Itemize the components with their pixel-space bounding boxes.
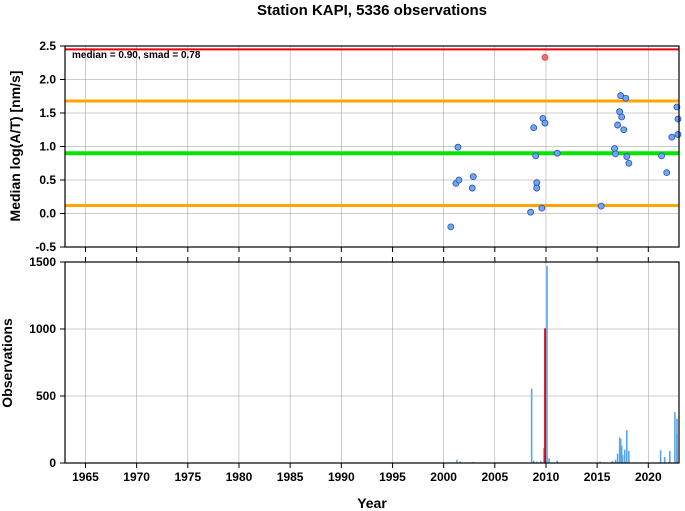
median-grid [65, 45, 679, 248]
observation-bar [619, 438, 622, 463]
observations-y-axis-title: Observations [0, 318, 15, 408]
x-tick-label: 1985 [277, 470, 304, 484]
observation-bar [540, 460, 542, 463]
median-panel: -0.5 0.0 0.5 1.0 1.5 2.0 2.5 median = 0.90, sm… [7, 39, 682, 254]
x-tick-label: 1970 [123, 470, 150, 484]
median-y-tick-label: -0.5 [35, 240, 56, 254]
median-point [612, 150, 619, 158]
observation-bar [459, 461, 461, 463]
median-point [617, 92, 625, 99]
median-y-tick-label: 2.0 [39, 73, 56, 87]
median-y-tick-label: 0.5 [39, 173, 56, 187]
median-point [663, 169, 671, 177]
observations-y-tick-label: 1500 [29, 255, 56, 269]
x-tick-label: 1995 [379, 470, 406, 484]
observation-bar [668, 450, 671, 463]
median-point [618, 113, 626, 121]
median-point [614, 121, 621, 129]
observation-bar [663, 456, 666, 463]
observations-y-tick-label: 500 [36, 389, 56, 403]
observation-bar [626, 430, 628, 463]
observation-bar [532, 460, 535, 463]
observation-bar [530, 388, 533, 463]
median-point [468, 184, 476, 192]
median-point-highlight [541, 53, 549, 61]
median-y-tick-label: 0.0 [39, 207, 56, 221]
observations-panel: 0 500 1000 1500 1965 1970 1975 1980 1985 1990 199… [0, 247, 680, 511]
median-point [658, 152, 666, 160]
observation-bar [674, 412, 676, 463]
observation-bar [620, 445, 623, 463]
x-tick-label: 1990 [328, 470, 355, 484]
observation-bar [456, 459, 458, 463]
median-point [668, 133, 676, 141]
median-point [597, 202, 605, 210]
observations-y-tick-label: 0 [49, 456, 56, 470]
observation-bar [548, 458, 550, 463]
observation-bar [599, 461, 602, 463]
median-y-tick-label: 2.5 [39, 39, 56, 53]
observation-bar [535, 461, 538, 463]
observation-bar [616, 453, 619, 463]
observation-bar [611, 460, 614, 463]
median-point [469, 173, 477, 181]
median-point [533, 184, 541, 192]
median-y-axis-title: Median log(A/T) [nm/s] [7, 71, 23, 222]
observation-bar [659, 450, 662, 463]
chart-title: Station KAPI, 5336 observations [257, 2, 487, 19]
median-y-ticks: -0.5 0.0 0.5 1.0 1.5 2.0 2.5 [35, 39, 65, 254]
median-point [447, 223, 455, 231]
x-tick-label: 1965 [72, 470, 99, 484]
median-point [674, 131, 682, 138]
observation-bar [676, 446, 678, 463]
median-point [674, 115, 682, 123]
median-point [538, 204, 546, 212]
observations-y-tick-label: 1000 [29, 322, 56, 336]
x-tick-label: 2005 [481, 470, 508, 484]
observations-grid [65, 261, 679, 464]
observation-bar [556, 460, 559, 463]
observation-bar [621, 454, 624, 463]
median-point [455, 176, 463, 184]
year-x-ticks: 1965 1970 1975 1980 1985 1990 1995 2000 2005 2010… [72, 247, 662, 484]
median-point [454, 143, 462, 151]
observation-bar [614, 459, 617, 463]
median-point [530, 124, 538, 132]
observation-bar [546, 266, 548, 463]
year-x-axis-title: Year [357, 495, 387, 511]
median-point [553, 149, 561, 157]
median-point [611, 145, 618, 152]
x-tick-label: 2000 [430, 470, 457, 484]
x-tick-label: 1980 [226, 470, 253, 484]
reference-lines [65, 48, 679, 207]
median-point [623, 153, 631, 160]
median-points [447, 53, 682, 231]
observation-bar [618, 437, 621, 463]
x-tick-label: 1975 [174, 470, 201, 484]
x-tick-label: 2010 [533, 470, 560, 484]
median-smad-annotation: median = 0.90, smad = 0.78 [72, 50, 201, 61]
median-point [625, 159, 633, 167]
median-y-tick-label: 1.5 [39, 106, 56, 120]
x-tick-label: 2020 [635, 470, 662, 484]
median-point [541, 119, 549, 127]
median-point [527, 208, 535, 216]
median-point [622, 94, 630, 102]
observations-y-ticks: 0 500 1000 1500 [29, 255, 65, 470]
median-y-tick-label: 1.0 [39, 140, 56, 154]
observation-bars [456, 266, 678, 463]
observation-bar [543, 448, 545, 463]
x-tick-label: 2015 [584, 470, 611, 484]
median-point [532, 152, 540, 160]
observation-bar [623, 449, 626, 463]
observation-bar [628, 450, 630, 463]
observations-frame [64, 261, 680, 464]
observation-bar-highlight [544, 328, 547, 463]
median-point [620, 126, 628, 134]
